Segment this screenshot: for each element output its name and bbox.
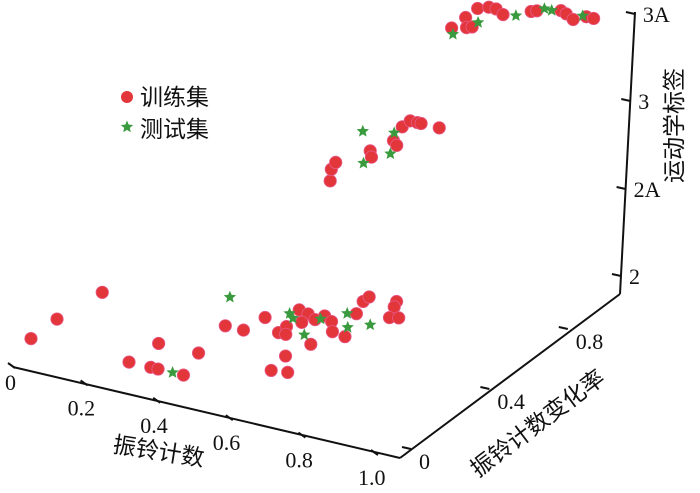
train-point bbox=[176, 368, 191, 382]
train-point bbox=[152, 336, 166, 351]
z-axis-label: 运动学标签 bbox=[662, 68, 687, 183]
x-tick bbox=[7, 362, 16, 369]
y-tick bbox=[558, 326, 569, 330]
train-point bbox=[338, 330, 352, 344]
train-point bbox=[496, 7, 510, 22]
train-point bbox=[151, 362, 165, 376]
y-tick-label: 0.4 bbox=[497, 389, 525, 414]
train-point bbox=[264, 363, 278, 378]
train-point bbox=[24, 331, 38, 346]
train-point bbox=[325, 325, 340, 339]
train-point bbox=[362, 290, 376, 304]
train-point bbox=[329, 155, 343, 170]
legend-test-label: 测试集 bbox=[140, 117, 209, 142]
y-tick bbox=[480, 386, 490, 390]
z-tick bbox=[616, 186, 626, 190]
test-point bbox=[166, 366, 179, 378]
legend-test-marker bbox=[120, 120, 134, 133]
y-axis-line bbox=[399, 293, 621, 459]
x-axis-line bbox=[12, 366, 401, 459]
legend-train-marker bbox=[121, 91, 133, 103]
data-points bbox=[24, 0, 601, 382]
y-tick-label: 0 bbox=[419, 449, 430, 474]
test-point bbox=[298, 328, 311, 341]
x-tick-label: 0.6 bbox=[213, 430, 241, 455]
z-tick-label: 3 bbox=[638, 89, 649, 114]
train-point bbox=[364, 150, 379, 164]
train-point bbox=[566, 12, 580, 27]
train-point bbox=[236, 323, 251, 337]
train-point bbox=[323, 174, 337, 188]
test-point bbox=[341, 306, 354, 319]
train-point bbox=[278, 349, 293, 363]
x-tick-label: 0 bbox=[5, 370, 16, 395]
z-tick-label: 2A bbox=[634, 177, 661, 202]
x-tick bbox=[225, 414, 234, 422]
train-point bbox=[390, 138, 404, 152]
train-point bbox=[432, 121, 446, 135]
z-tick bbox=[621, 98, 631, 102]
x-tick-label: 0.4 bbox=[140, 413, 168, 438]
test-point bbox=[341, 320, 354, 333]
train-point bbox=[191, 346, 206, 360]
train-point bbox=[281, 365, 295, 380]
z-tick bbox=[611, 273, 622, 277]
train-point bbox=[50, 312, 64, 326]
test-point bbox=[509, 9, 523, 21]
z-tick bbox=[625, 11, 636, 15]
legend: 训练集 测试集 bbox=[120, 85, 209, 142]
test-point bbox=[364, 318, 377, 331]
x-axis-label: 振铃计数 bbox=[111, 432, 206, 471]
x-tick bbox=[152, 396, 161, 404]
test-point bbox=[388, 126, 401, 139]
train-point bbox=[304, 337, 318, 351]
test-point bbox=[356, 124, 369, 137]
z-tick-label: 2 bbox=[629, 264, 640, 289]
z-axis-line bbox=[619, 11, 636, 295]
x-tick-label: 1.0 bbox=[358, 465, 386, 489]
y-tick-label: 0.8 bbox=[576, 329, 604, 354]
test-point bbox=[545, 3, 558, 16]
train-point bbox=[258, 310, 272, 325]
test-point bbox=[472, 16, 485, 28]
train-point bbox=[122, 355, 136, 369]
x-tick bbox=[80, 379, 89, 387]
x-tick-label: 0.2 bbox=[68, 395, 96, 420]
test-point bbox=[446, 27, 460, 40]
x-tick-label: 0.8 bbox=[285, 448, 313, 473]
train-point bbox=[414, 116, 428, 131]
train-point bbox=[95, 285, 109, 299]
legend-train-label: 训练集 bbox=[140, 85, 209, 110]
train-point bbox=[471, 1, 485, 16]
test-point bbox=[538, 2, 551, 14]
test-point bbox=[314, 312, 327, 325]
y-axis-label: 振铃计数变化率 bbox=[466, 365, 610, 482]
test-point bbox=[286, 311, 300, 324]
train-point bbox=[218, 319, 232, 333]
z-tick-label: 3A bbox=[643, 2, 670, 27]
train-point bbox=[465, 20, 479, 34]
test-point bbox=[576, 9, 589, 22]
x-tick bbox=[370, 449, 379, 456]
train-point bbox=[392, 311, 406, 325]
train-point bbox=[295, 315, 309, 329]
test-point bbox=[223, 290, 237, 303]
axes: 0 0.2 0.4 0.6 0.8 1.0 0 0.4 0.8 2 2A 3 3A bbox=[5, 2, 670, 490]
y-tick bbox=[401, 446, 412, 450]
test-point bbox=[384, 147, 397, 159]
train-point bbox=[349, 307, 364, 321]
test-point bbox=[357, 156, 370, 169]
train-point bbox=[587, 11, 601, 26]
train-point bbox=[279, 327, 293, 341]
x-tick bbox=[297, 431, 306, 439]
